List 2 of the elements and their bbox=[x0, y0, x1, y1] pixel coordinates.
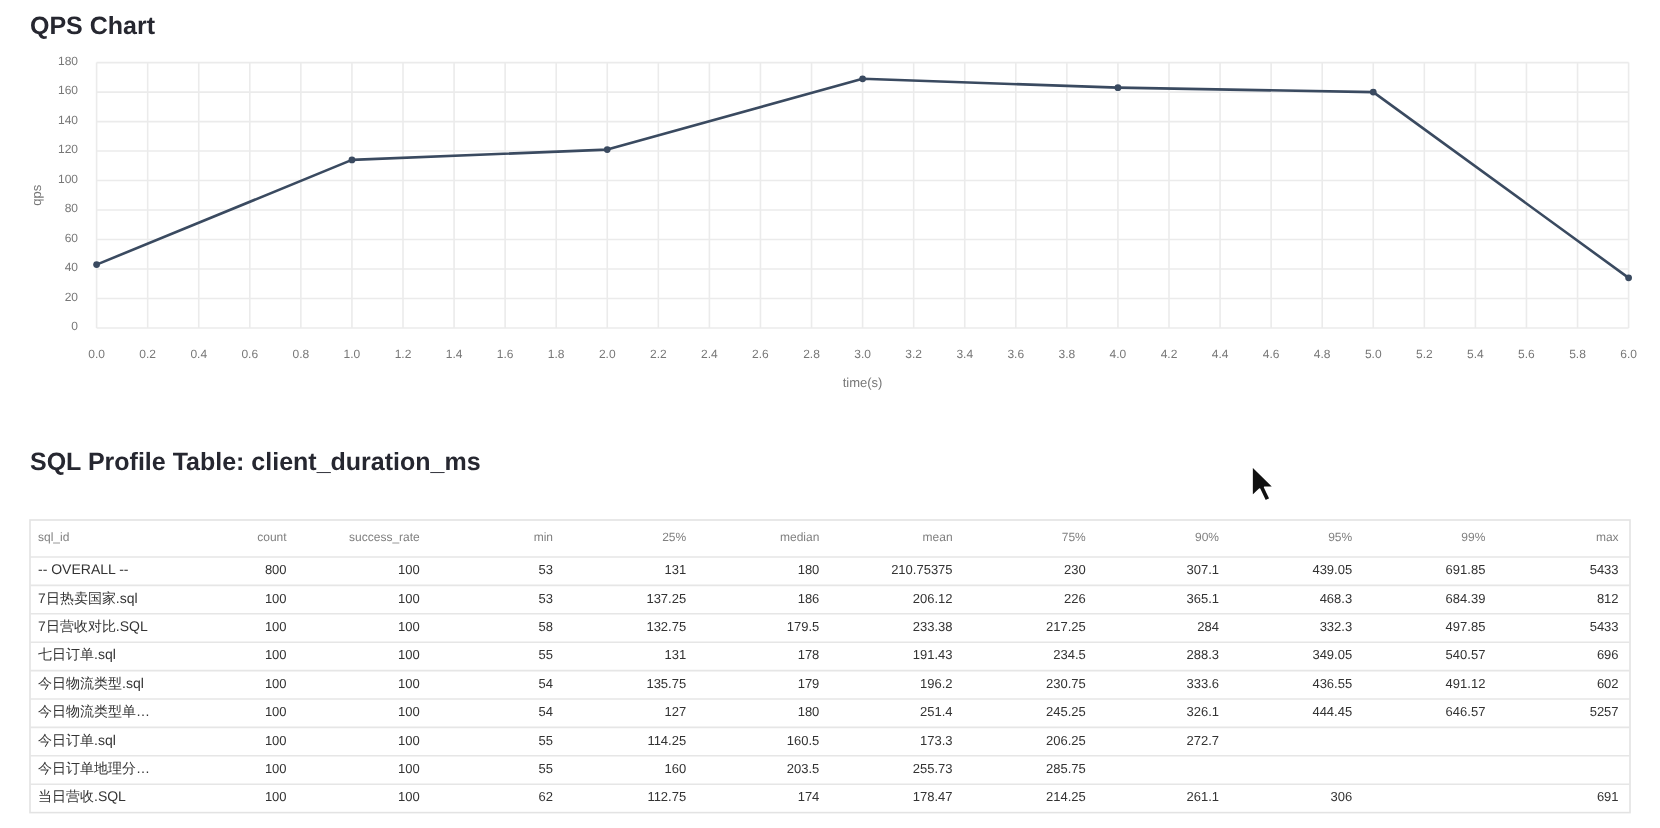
title: SQL Profile Table: client_duration_ms bbox=[30, 448, 481, 476]
title: QPS Chart bbox=[30, 12, 156, 40]
